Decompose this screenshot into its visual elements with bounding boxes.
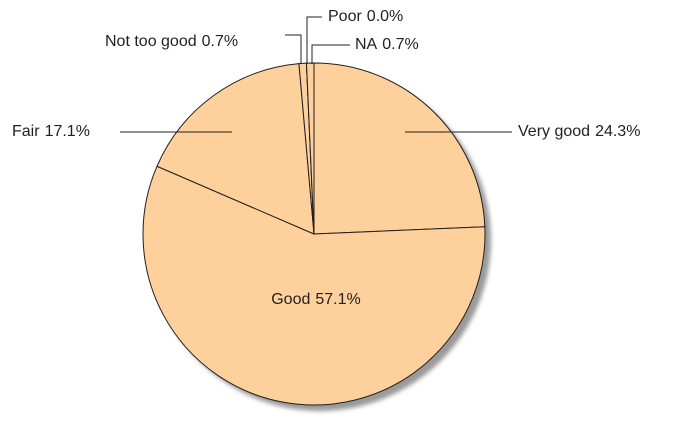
pie-slice xyxy=(313,62,486,235)
slice-label: Poor 0.0% xyxy=(328,8,403,25)
slice-value-label: 17.1% xyxy=(45,123,90,140)
leader-line xyxy=(285,34,302,64)
slice-label: Good 57.1% xyxy=(271,291,361,308)
slice-label: Very good 24.3% xyxy=(518,123,640,140)
pie-slice xyxy=(305,62,315,235)
slice-label: Not too good 0.7% xyxy=(105,33,238,50)
slice-category: Very good xyxy=(518,123,590,140)
slice-category: Fair xyxy=(12,123,40,140)
slice-value-label: 24.3% xyxy=(595,123,640,140)
slice-value-label: 0.7% xyxy=(202,33,238,50)
slice-label: NA 0.7% xyxy=(355,36,419,53)
slice-value-label: 0.7% xyxy=(382,36,418,53)
slice-label: Fair 17.1% xyxy=(12,123,90,140)
slice-value-label: 0.0% xyxy=(367,8,403,25)
slice-category: Poor xyxy=(328,8,362,25)
leader-line xyxy=(311,44,350,64)
leader-line xyxy=(306,16,322,64)
slice-value-label: 57.1% xyxy=(315,291,360,308)
pie-slice xyxy=(142,165,486,406)
slice-category: Good xyxy=(271,291,310,308)
pie-slice xyxy=(156,63,315,235)
slice-category: NA xyxy=(355,36,378,53)
slice-category: Not too good xyxy=(105,33,197,50)
